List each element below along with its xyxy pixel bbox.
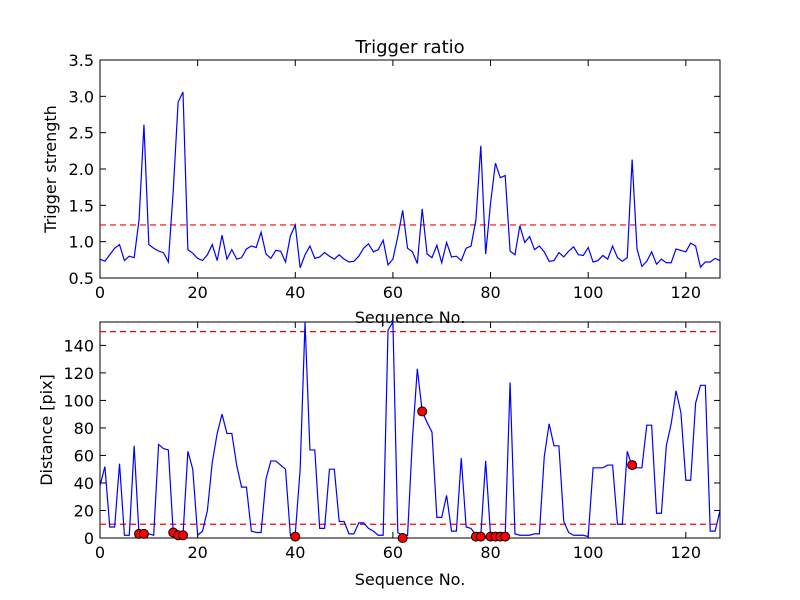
data-marker [475, 531, 486, 542]
y-tick-label: 0.5 [69, 269, 94, 288]
y-tick-label: 1.0 [69, 233, 94, 252]
bottom-x-axis-label: Sequence No. [355, 570, 466, 589]
y-tick-label: 80 [74, 419, 94, 438]
top-x-axis-label: Sequence No. [355, 308, 466, 327]
x-tick-label: 80 [480, 543, 500, 562]
y-tick-label: 120 [63, 364, 94, 383]
y-tick-label: 140 [63, 336, 94, 355]
x-tick-label: 40 [285, 283, 305, 302]
x-tick-label: 20 [187, 543, 207, 562]
y-tick-label: 1.5 [69, 196, 94, 215]
bottom-y-axis-label: Distance [pix] [37, 374, 56, 486]
data-marker [417, 406, 428, 417]
x-tick-label: 100 [573, 543, 604, 562]
x-tick-label: 120 [671, 283, 702, 302]
data-marker [177, 530, 188, 541]
x-tick-label: 60 [383, 543, 403, 562]
data-marker [138, 528, 149, 539]
x-tick-label: 60 [383, 283, 403, 302]
top-y-axis-label: Trigger strength [41, 105, 60, 234]
bottom-x-ticks: 0 20 40 60 80 100 120 [95, 322, 701, 562]
top-y-ticks: 0.5 1.0 1.5 2.0 2.5 3.0 3.5 [69, 51, 720, 288]
data-marker [627, 460, 638, 471]
x-tick-label: 0 [95, 283, 105, 302]
x-tick-label: 0 [95, 543, 105, 562]
bottom-series-line [99, 319, 721, 538]
top-panel: Trigger ratio 0 20 40 60 80 100 120 0.5 1.0 1.5 2… [41, 37, 721, 327]
y-tick-label: 60 [74, 446, 94, 465]
x-tick-label: 20 [187, 283, 207, 302]
y-tick-label: 2.5 [69, 124, 94, 143]
y-tick-label: 3.0 [69, 87, 94, 106]
bottom-plot-frame [99, 321, 721, 539]
x-tick-label: 100 [573, 283, 604, 302]
y-tick-label: 2.0 [69, 160, 94, 179]
top-x-ticks: 0 20 40 60 80 100 120 [95, 60, 701, 302]
y-tick-label: 20 [74, 501, 94, 520]
y-tick-label: 40 [74, 474, 94, 493]
bottom-panel: 0 20 40 60 80 100 120 0 20 40 60 80 100 120 140 Seque… [37, 319, 721, 589]
y-tick-label: 3.5 [69, 51, 94, 70]
y-tick-label: 0 [84, 529, 94, 548]
x-tick-label: 120 [671, 543, 702, 562]
x-tick-label: 80 [480, 283, 500, 302]
data-marker [397, 533, 408, 543]
bottom-markers [134, 406, 638, 543]
data-marker [290, 531, 301, 542]
y-tick-label: 100 [63, 391, 94, 410]
top-chart-title: Trigger ratio [354, 37, 464, 58]
top-series-line [99, 91, 721, 269]
bottom-thresholds [100, 331, 720, 525]
bottom-y-ticks: 0 20 40 60 80 100 120 140 [63, 336, 720, 548]
data-marker [500, 531, 511, 542]
x-tick-label: 40 [285, 543, 305, 562]
